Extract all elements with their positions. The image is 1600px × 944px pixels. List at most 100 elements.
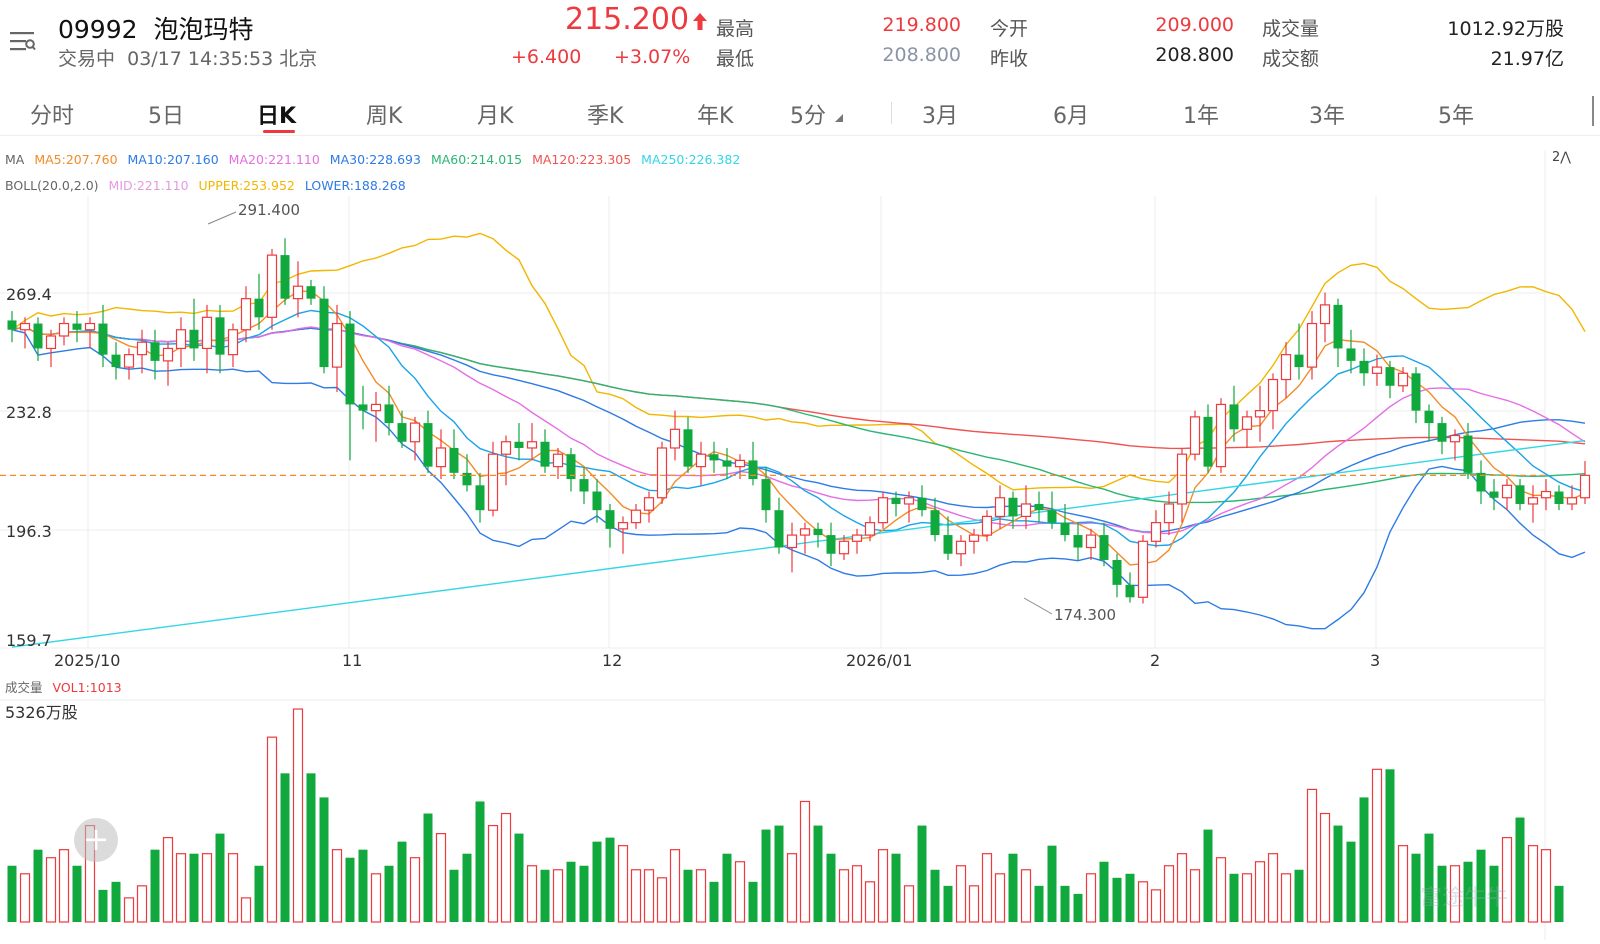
tab-quarterly-k[interactable]: 季K: [587, 104, 624, 129]
add-icon[interactable]: +: [74, 818, 118, 862]
tab-intraday[interactable]: 分时: [30, 104, 75, 129]
volume-bar: [240, 897, 252, 923]
candle: [1566, 485, 1578, 511]
candle-body: [579, 479, 589, 492]
status-text: 交易中: [58, 48, 116, 70]
candle: [1254, 385, 1266, 442]
candle-body: [84, 322, 96, 331]
tab-1year[interactable]: 1年: [1183, 104, 1219, 129]
volume-bar: [111, 881, 121, 922]
volume-bar: [319, 797, 329, 922]
candle: [592, 479, 602, 523]
volume-bar: [33, 849, 43, 922]
candle-body: [1215, 403, 1227, 468]
candle: [540, 429, 550, 473]
candle: [552, 447, 564, 480]
candle-body: [345, 323, 355, 405]
stat-value-prev-close: 208.800: [1155, 44, 1234, 66]
tab-5year[interactable]: 5年: [1438, 104, 1474, 129]
candle: [1359, 348, 1369, 386]
volume-bar: [150, 849, 160, 922]
candle: [1319, 292, 1331, 343]
quote-datetime: 03/17 14:35:53 北京: [127, 48, 318, 70]
volume-bar: [1371, 768, 1383, 923]
candle-body: [1047, 510, 1057, 523]
volume-bar: [1125, 873, 1135, 922]
candle: [136, 329, 148, 374]
tab-monthly-k[interactable]: 月K: [477, 104, 514, 129]
volume-bar: [1333, 825, 1343, 922]
candle-body: [799, 528, 811, 536]
candle-body: [1489, 491, 1499, 498]
candle-body: [33, 323, 43, 349]
boll-lower-legend: LOWER:188.268: [305, 178, 406, 193]
candle-body: [1073, 535, 1083, 548]
candle-body: [475, 485, 485, 511]
candle-body: [1203, 416, 1213, 467]
volume-bar: [955, 865, 967, 923]
stock-title: 09992 泡泡玛特: [58, 10, 253, 46]
candle: [409, 416, 421, 461]
candle-body: [1060, 522, 1070, 536]
candle: [917, 485, 927, 517]
candle-body: [240, 298, 252, 331]
candle-body: [955, 540, 967, 555]
volume-bar: [280, 773, 290, 922]
candle-body: [435, 447, 447, 468]
candle-body: [189, 329, 199, 349]
tab-yearly-k[interactable]: 年K: [697, 104, 734, 129]
ma20-line: [11, 325, 1586, 535]
tab-daily-k[interactable]: 日K: [257, 104, 297, 129]
volume-bar: [1437, 865, 1447, 922]
candle-body: [1294, 354, 1304, 368]
low-annotation: 174.300: [1054, 606, 1116, 624]
candle: [1501, 479, 1513, 511]
candle-body: [669, 428, 681, 449]
menu-icon[interactable]: [10, 30, 36, 54]
candle-body: [748, 460, 758, 480]
candle: [864, 516, 876, 542]
ma250-line: [11, 439, 1586, 648]
candle-body: [449, 447, 459, 473]
volume-bar: [748, 881, 758, 922]
kline-chart[interactable]: MA MA5:207.760 MA10:207.160 MA20:221.110…: [0, 140, 1600, 944]
volume-bar: [1385, 769, 1395, 922]
candle: [994, 485, 1006, 529]
indicator-collapse-toggle[interactable]: 2⋀: [1552, 150, 1571, 165]
boll-legend: BOLL(20.0,2.0) MID:221.110 UPPER:253.952…: [5, 178, 406, 193]
candle-body: [1254, 410, 1266, 418]
stat-label-low: 最低: [716, 48, 755, 70]
candle: [1424, 404, 1434, 442]
indicator-lines: [11, 232, 1586, 648]
candle-body: [136, 341, 148, 356]
tab-6month[interactable]: 6月: [1053, 104, 1089, 129]
volume-bar: [851, 865, 863, 923]
volume-bar: [1463, 861, 1473, 922]
ma120-line: [11, 325, 1586, 450]
tab-5day[interactable]: 5日: [148, 104, 184, 129]
candle-body: [917, 497, 927, 511]
volume-bar: [1073, 893, 1083, 922]
last-price: 215.200: [565, 2, 710, 37]
ma-legend-title: MA: [5, 152, 25, 167]
volume-bar: [799, 800, 811, 923]
candle: [345, 311, 355, 461]
candle: [1267, 373, 1279, 430]
candle-body: [215, 317, 225, 355]
tab-3month[interactable]: 3月: [922, 104, 958, 129]
volume-bar: [435, 833, 447, 923]
tab-weekly-k[interactable]: 周K: [366, 104, 403, 129]
volume-bar: [7, 865, 17, 922]
candle: [45, 329, 57, 368]
candlesticks: [7, 238, 1591, 604]
volume-bar: [254, 865, 264, 922]
tab-3year[interactable]: 3年: [1309, 104, 1345, 129]
candle: [891, 491, 901, 517]
candle: [1215, 398, 1227, 473]
volume-bar: [891, 853, 901, 922]
candle-body: [1424, 410, 1434, 424]
ma20-legend: MA20:221.110: [229, 152, 320, 167]
candle: [227, 323, 239, 368]
tab-5min[interactable]: 5分: [790, 98, 844, 130]
candle-body: [1267, 378, 1279, 412]
